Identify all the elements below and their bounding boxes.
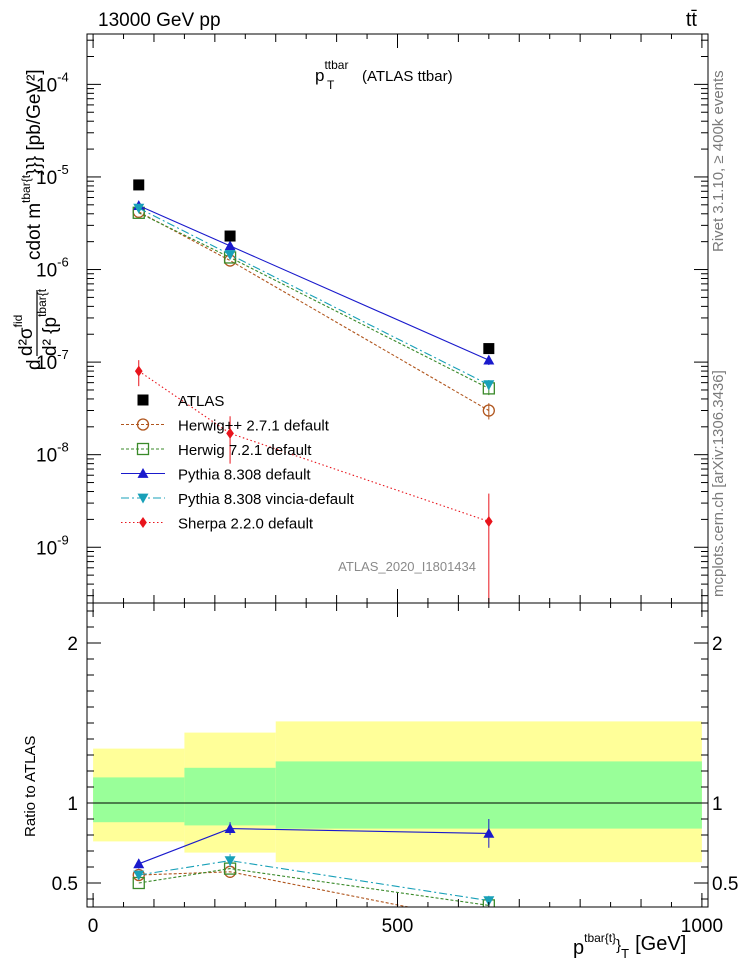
y-tick-label: 10-7: [36, 347, 69, 374]
series-line-3: [138, 207, 490, 386]
analysis-id: ATLAS_2020_I1801434: [338, 559, 476, 574]
ratio-y-tick-label: 1: [712, 794, 723, 815]
ratio-line-4: [139, 961, 489, 962]
legend-marker-4: [139, 517, 147, 528]
atlas-data-marker: [483, 343, 495, 355]
y-tick-label: 10-9: [36, 532, 69, 559]
energy-label: 13000 GeV pp: [98, 10, 221, 31]
svg-text:d² {ptbar{t: d² {ptbar{t: [35, 288, 61, 356]
y-tick-label: 10-4: [36, 69, 69, 96]
ratio-bands: [87, 721, 708, 863]
series-marker-4: [134, 365, 143, 377]
ratio-series: [132, 819, 495, 967]
ratio-marker-3: [133, 870, 145, 881]
ratio-y-tick-label: 0.5: [712, 874, 738, 895]
legend-label-4: Sherpa 2.2.0 default: [178, 516, 314, 533]
x-tick-label: 500: [382, 916, 414, 937]
legend-label-2: Pythia 8.308 default: [178, 467, 311, 484]
svg-text:d²σfid: d²σfid: [11, 315, 37, 356]
series-marker-4: [484, 515, 493, 527]
process-label: tt̄: [686, 9, 698, 31]
ratio-y-axis-label: Ratio to ATLAS: [22, 736, 39, 837]
svg-text:d: d: [24, 359, 45, 370]
axes: 0 500 1000 10-9 10-8 10-7 10-6 10-5 10-4 0.5 0.5 1 1…: [36, 33, 738, 937]
ratio-line-1: [138, 868, 489, 906]
ratio-y-tick-label: 0.5: [52, 874, 78, 895]
ratio-y-tick-label: 2: [67, 634, 78, 655]
plot-title: pttbar T (ATLAS ttbar): [315, 58, 453, 92]
atlas-data-marker: [224, 230, 236, 242]
ratio-marker-3: [224, 856, 236, 867]
legend-marker-2: [137, 468, 149, 478]
legend: ATLAS Herwig++ 2.7.1 default Herwig 7.2.1 …: [121, 393, 355, 533]
main-y-axis-label: d d²σfid d² {ptbar{t cdot mtbar{t}}} [pb…: [11, 69, 61, 370]
ratio-marker-2: [224, 823, 236, 833]
x-tick-label: 1000: [681, 916, 723, 937]
svg-text:cdot mtbar{t}}} [pb/GeV²]: cdot mtbar{t}}} [pb/GeV²]: [19, 69, 45, 260]
ratio-line-0: [138, 871, 411, 907]
legend-marker-0: [136, 418, 150, 431]
ratio-marker-2: [483, 827, 495, 838]
y-tick-label: 10-5: [36, 162, 69, 189]
legend-marker-3: [137, 493, 149, 504]
rivet-label: Rivet 3.1.10, ≥ 400k events: [710, 70, 727, 252]
series-marker-2: [483, 354, 495, 365]
legend-label-0: Herwig++ 2.7.1 default: [178, 418, 330, 435]
legend-marker-atlas: [137, 394, 149, 406]
series-line-2: [138, 205, 490, 361]
series-marker-0: [482, 404, 495, 417]
x-tick-label: 0: [88, 916, 99, 937]
y-tick-label: 10-6: [36, 255, 69, 282]
series-marker-3: [224, 250, 236, 261]
x-axis-label: ptbar{t}}T [GeV]: [573, 931, 686, 961]
series-line-0: [138, 211, 490, 411]
ratio-marker-4: [135, 956, 143, 967]
ratio-marker-0: [483, 918, 494, 929]
series-marker-3: [133, 203, 145, 214]
ratio-band-inner: [93, 777, 185, 823]
series-line-4: [138, 370, 490, 522]
atlas-data-marker: [133, 179, 145, 191]
ratio-marker-4: [485, 955, 493, 966]
ratio-y-tick-label: 2: [712, 634, 723, 655]
series-marker-3: [483, 380, 495, 391]
series-marker-2: [224, 240, 236, 251]
legend-marker-1: [136, 442, 150, 456]
mcplots-label: mcplots.cern.ch [arXiv:1306.3436]: [710, 370, 727, 597]
ratio-y-tick-label: 1: [67, 794, 78, 815]
series-line-1: [138, 212, 490, 389]
series-marker-4: [226, 427, 234, 439]
ratio-band-inner: [275, 761, 702, 829]
y-tick-label: 10-8: [36, 440, 69, 467]
ratio-marker-4: [226, 956, 234, 967]
legend-label-3: Pythia 8.308 vincia-default: [178, 491, 355, 508]
main-series: [132, 179, 495, 603]
ratio-band-inner: [184, 767, 276, 826]
ratio-marker-2: [133, 858, 145, 869]
legend-label-1: Herwig 7.2.1 default: [178, 442, 312, 459]
legend-label-atlas: ATLAS: [178, 393, 224, 410]
ratio-marker-3: [483, 896, 495, 907]
